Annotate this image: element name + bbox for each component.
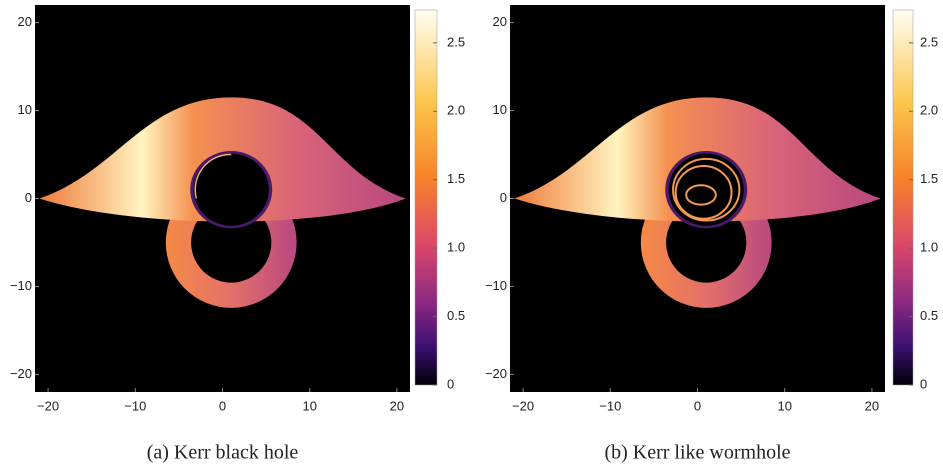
x-tick-label: 10 — [302, 398, 316, 413]
y-tick-label: 10 — [18, 102, 32, 117]
y-tick-label: −20 — [10, 366, 32, 381]
colorbar — [892, 9, 914, 386]
photon-ring — [672, 157, 741, 222]
x-tick-label: 0 — [694, 398, 701, 413]
colorbar-tick-label: 1.5 — [447, 171, 465, 186]
shadow — [193, 153, 269, 226]
photon-ring — [685, 184, 717, 206]
x-tick-label: 0 — [219, 398, 226, 413]
x-tick-label: 20 — [865, 398, 879, 413]
x-tick-label: 10 — [777, 398, 791, 413]
colorbar-tick-label: 2.5 — [920, 34, 938, 49]
y-tick-label: 10 — [493, 102, 507, 117]
y-tick-label: 0 — [500, 190, 507, 205]
colorbar-tick-label: 1.5 — [920, 171, 938, 186]
colorbar-tick-label: 0 — [447, 376, 454, 391]
y-tick-label: 0 — [25, 190, 32, 205]
caption: (a) Kerr black hole — [147, 442, 299, 464]
colorbar-tick-label: 1.0 — [920, 240, 938, 255]
caption: (b) Kerr like wormhole — [604, 442, 790, 464]
y-tick-label: −10 — [485, 278, 507, 293]
x-tick-label: 20 — [390, 398, 404, 413]
y-tick-label: 20 — [493, 14, 507, 29]
photon-ring — [674, 164, 733, 220]
shadow — [668, 153, 744, 226]
colorbar-tick-label: 0.5 — [920, 308, 938, 323]
colorbar-tick-label: 2.0 — [447, 103, 465, 118]
x-tick-label: −10 — [599, 398, 621, 413]
colorbar — [414, 9, 438, 386]
x-tick-label: −10 — [124, 398, 146, 413]
colorbar-tick-label: 2.0 — [920, 103, 938, 118]
colorbar-tick-label: 0.5 — [447, 308, 465, 323]
x-tick-label: −20 — [37, 398, 59, 413]
photon-ring — [194, 153, 232, 199]
colorbar-tick-label: 0 — [920, 376, 927, 391]
x-tick-label: −20 — [512, 398, 534, 413]
y-tick-label: −20 — [485, 366, 507, 381]
y-tick-label: 20 — [18, 14, 32, 29]
colorbar-tick-label: 2.5 — [447, 34, 465, 49]
colorbar-tick-label: 1.0 — [447, 240, 465, 255]
y-tick-label: −10 — [10, 278, 32, 293]
